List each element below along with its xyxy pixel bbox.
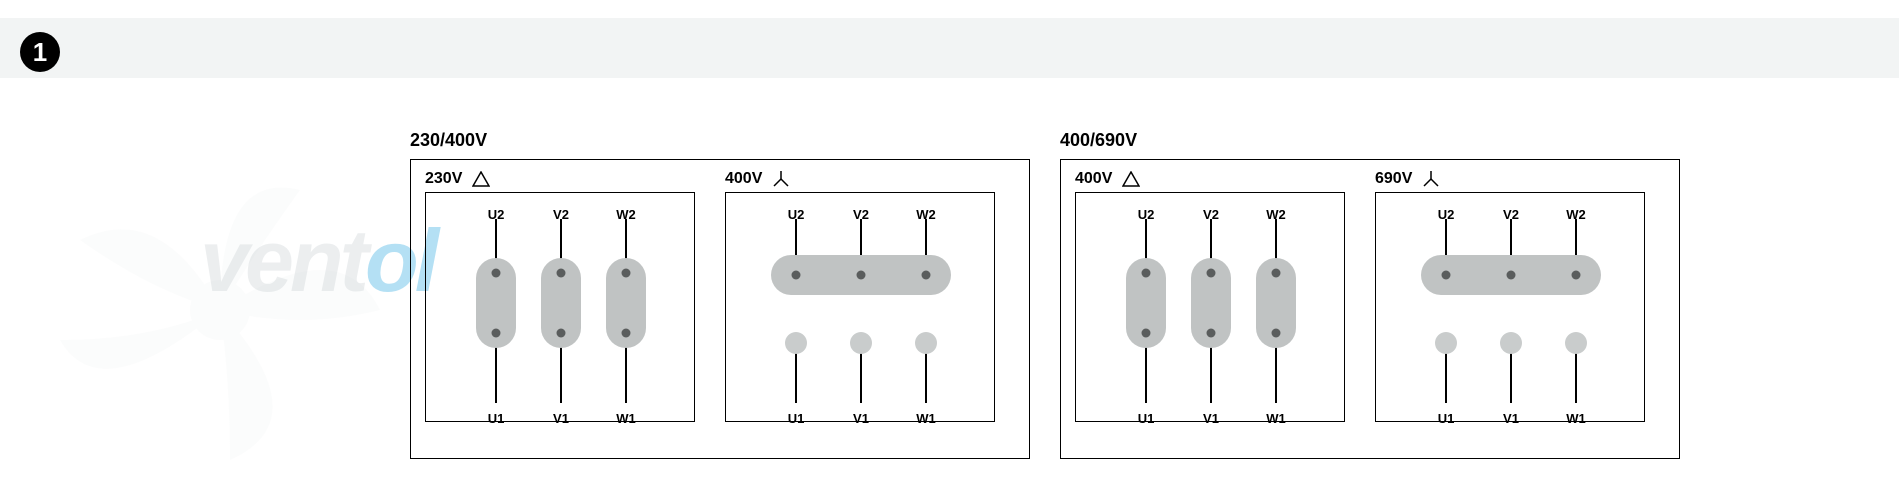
terminal-screw <box>492 269 501 278</box>
panel-voltage: 400V <box>1075 170 1112 188</box>
lead-wire <box>1145 343 1147 403</box>
terminal-label-bottom: U1 <box>1138 411 1155 426</box>
open-terminal <box>1500 332 1522 354</box>
panel-voltage: 690V <box>1375 170 1412 188</box>
terminal-label-bottom: V1 <box>1203 411 1219 426</box>
group-title: 400/690V <box>1060 130 1680 151</box>
watermark-text: ventol <box>200 210 435 312</box>
open-terminal <box>1565 332 1587 354</box>
terminal-label-bottom: U1 <box>488 411 505 426</box>
terminal-label-bottom: V1 <box>1503 411 1519 426</box>
step-badge: 1 <box>20 32 60 72</box>
group-box: 230V U2V2W2U1V1W1 400V U2V2W2U1V1W1 <box>410 159 1030 459</box>
lead-wire <box>1275 219 1277 263</box>
terminal-screw <box>1142 269 1151 278</box>
terminal-screw <box>492 329 501 338</box>
wiring-panel: 400V U2V2W2U1V1W1 <box>725 170 995 422</box>
group-box: 400V U2V2W2U1V1W1 690V U2V2W2U1V1W1 <box>1060 159 1680 459</box>
star-icon <box>1422 170 1440 188</box>
lead-wire <box>560 219 562 263</box>
terminal-screw <box>1272 269 1281 278</box>
terminal-screw <box>922 271 931 280</box>
lead-wire <box>625 343 627 403</box>
panel-row: 400V U2V2W2U1V1W1 690V U2V2W2U1V1W1 <box>1075 170 1665 422</box>
open-terminal <box>915 332 937 354</box>
watermark-text-1: vent <box>200 211 365 310</box>
wiring-group: 230/400V 230V U2V2W2U1V1W1 400V U2V2W2U1V1W1 <box>410 130 1030 459</box>
terminal-screw <box>1572 271 1581 280</box>
terminal-screw <box>857 271 866 280</box>
terminal-label-bottom: W1 <box>916 411 936 426</box>
open-terminal <box>850 332 872 354</box>
lead-wire <box>1145 219 1147 263</box>
terminal-screw <box>1142 329 1151 338</box>
terminal-screw <box>1272 329 1281 338</box>
terminal-screw <box>622 329 631 338</box>
terminal-screw <box>622 269 631 278</box>
terminal-label-bottom: V1 <box>553 411 569 426</box>
lead-wire <box>1275 343 1277 403</box>
terminal-label-bottom: W1 <box>1266 411 1286 426</box>
terminal-screw <box>557 269 566 278</box>
terminal-label-bottom: U1 <box>1438 411 1455 426</box>
panel-header: 400V <box>725 170 995 188</box>
wiring-panel: 690V U2V2W2U1V1W1 <box>1375 170 1645 422</box>
terminal-label-bottom: U1 <box>788 411 805 426</box>
open-terminal <box>785 332 807 354</box>
panel-row: 230V U2V2W2U1V1W1 400V U2V2W2U1V1W1 <box>425 170 1015 422</box>
terminal-diagram: U2V2W2U1V1W1 <box>1075 192 1345 422</box>
terminal-screw <box>792 271 801 280</box>
terminal-screw <box>1207 329 1216 338</box>
terminal-label-bottom: W1 <box>1566 411 1586 426</box>
terminal-diagram: U2V2W2U1V1W1 <box>725 192 995 422</box>
wiring-panel: 230V U2V2W2U1V1W1 <box>425 170 695 422</box>
terminal-diagram: U2V2W2U1V1W1 <box>425 192 695 422</box>
terminal-screw <box>557 329 566 338</box>
wiring-group: 400/690V 400V U2V2W2U1V1W1 690V U2V2W2U1V1W1 <box>1060 130 1680 459</box>
lead-wire <box>625 219 627 263</box>
terminal-diagram: U2V2W2U1V1W1 <box>1375 192 1645 422</box>
header-bar <box>0 18 1899 78</box>
delta-icon <box>1122 171 1140 187</box>
terminal-label-bottom: V1 <box>853 411 869 426</box>
group-title: 230/400V <box>410 130 1030 151</box>
terminal-screw <box>1207 269 1216 278</box>
terminal-screw <box>1507 271 1516 280</box>
lead-wire <box>495 343 497 403</box>
lead-wire <box>495 219 497 263</box>
lead-wire <box>1210 343 1212 403</box>
wiring-panel: 400V U2V2W2U1V1W1 <box>1075 170 1345 422</box>
panel-header: 400V <box>1075 170 1345 188</box>
panel-header: 230V <box>425 170 695 188</box>
lead-wire <box>560 343 562 403</box>
panel-voltage: 400V <box>725 170 762 188</box>
watermark-fan <box>40 160 400 460</box>
lead-wire <box>1210 219 1212 263</box>
open-terminal <box>1435 332 1457 354</box>
terminal-screw <box>1442 271 1451 280</box>
delta-icon <box>472 171 490 187</box>
star-icon <box>772 170 790 188</box>
panel-header: 690V <box>1375 170 1645 188</box>
step-number: 1 <box>33 37 47 68</box>
panel-voltage: 230V <box>425 170 462 188</box>
terminal-label-bottom: W1 <box>616 411 636 426</box>
